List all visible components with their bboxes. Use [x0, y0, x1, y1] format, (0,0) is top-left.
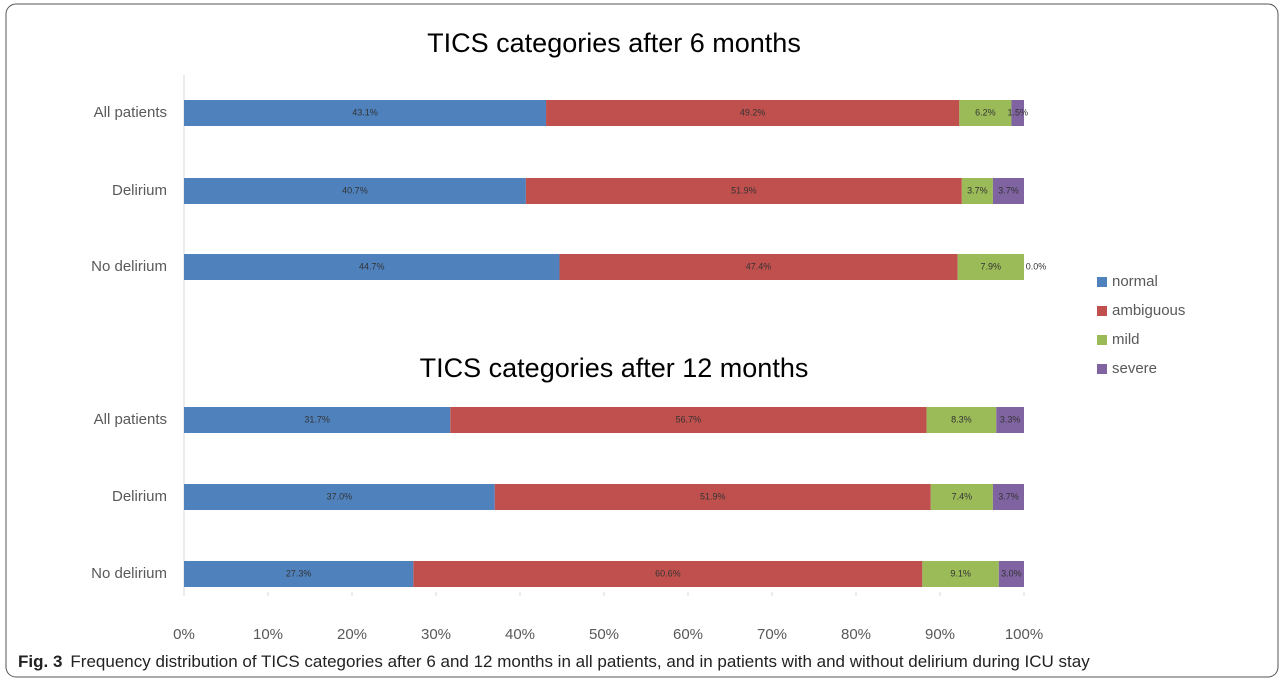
y-tick-label: No delirium: [91, 565, 167, 582]
legend-label: ambiguous: [1112, 302, 1185, 319]
y-tick-label: All patients: [94, 411, 167, 428]
data-label: 51.9%: [731, 185, 757, 195]
bar-segment: [959, 100, 1012, 126]
data-label: 1.5%: [1007, 107, 1028, 117]
bar-segment: [184, 178, 526, 204]
bar-segment: [184, 407, 451, 433]
data-label: 0.0%: [1026, 261, 1047, 271]
bar-segment: [184, 561, 414, 587]
data-label: 8.3%: [951, 414, 972, 424]
data-label: 56.7%: [676, 414, 702, 424]
bar-segment: [494, 484, 931, 510]
bar-segment: [1011, 100, 1024, 126]
data-label: 43.1%: [352, 107, 378, 117]
x-tick-label: 100%: [1005, 626, 1043, 643]
data-label: 3.0%: [1001, 568, 1022, 578]
bar-segment: [184, 254, 560, 280]
data-label: 7.4%: [952, 491, 973, 501]
x-tick-label: 20%: [337, 626, 367, 643]
data-label: 49.2%: [740, 107, 766, 117]
bar-segment: [559, 254, 958, 280]
bar-segment: [450, 407, 927, 433]
x-tick-label: 60%: [673, 626, 703, 643]
x-tick-label: 90%: [925, 626, 955, 643]
legend-swatch: [1097, 335, 1107, 345]
bar-segment: [996, 407, 1024, 433]
bar-segment: [184, 484, 495, 510]
data-label: 7.9%: [981, 261, 1002, 271]
data-label: 27.3%: [286, 568, 312, 578]
x-tick-label: 30%: [421, 626, 451, 643]
bar-segment: [992, 178, 1024, 204]
legend-label: mild: [1112, 331, 1140, 348]
legend-label: normal: [1112, 273, 1158, 290]
x-tick-label: 0%: [173, 626, 195, 643]
data-label: 3.3%: [1000, 414, 1021, 424]
x-tick-label: 40%: [505, 626, 535, 643]
bar-segment: [413, 561, 923, 587]
bar-segment: [922, 561, 999, 587]
x-tick-label: 70%: [757, 626, 787, 643]
y-tick-label: No delirium: [91, 258, 167, 275]
data-label: 3.7%: [998, 491, 1019, 501]
data-label: 44.7%: [359, 261, 385, 271]
data-label: 9.1%: [950, 568, 971, 578]
data-label: 37.0%: [327, 491, 353, 501]
caption: Fig. 3 Frequency distribution of TICS cat…: [18, 652, 1090, 671]
y-tick-label: Delirium: [112, 182, 167, 199]
bar-segment: [992, 484, 1024, 510]
bar-segment: [184, 100, 547, 126]
bar-segment: [926, 407, 997, 433]
chart-title: TICS categories after 12 months: [420, 353, 809, 383]
legend-swatch: [1097, 364, 1107, 374]
caption-text: Frequency distribution of TICS categorie…: [70, 652, 1090, 671]
legend-swatch: [1097, 306, 1107, 316]
data-label: 47.4%: [746, 261, 772, 271]
data-label: 40.7%: [342, 185, 368, 195]
x-tick-label: 80%: [841, 626, 871, 643]
x-tick-label: 50%: [589, 626, 619, 643]
bar-segment: [525, 178, 962, 204]
bar-segment: [930, 484, 993, 510]
data-label: 31.7%: [304, 414, 330, 424]
data-label: 51.9%: [700, 491, 726, 501]
chart-title: TICS categories after 6 months: [427, 28, 801, 58]
frame: [5, 3, 1279, 678]
bar-segment: [546, 100, 960, 126]
data-label: 3.7%: [967, 185, 988, 195]
data-label: 3.7%: [998, 185, 1019, 195]
data-label: 6.2%: [975, 107, 996, 117]
bar-segment: [957, 254, 1024, 280]
bar-segment: [961, 178, 993, 204]
y-tick-label: All patients: [94, 104, 167, 121]
x-tick-label: 10%: [253, 626, 283, 643]
caption-label: Fig. 3: [18, 652, 62, 671]
bar-segment: [998, 561, 1024, 587]
data-label: 60.6%: [655, 568, 681, 578]
legend-swatch: [1097, 277, 1107, 287]
legend-label: severe: [1112, 360, 1157, 377]
y-tick-label: Delirium: [112, 488, 167, 505]
